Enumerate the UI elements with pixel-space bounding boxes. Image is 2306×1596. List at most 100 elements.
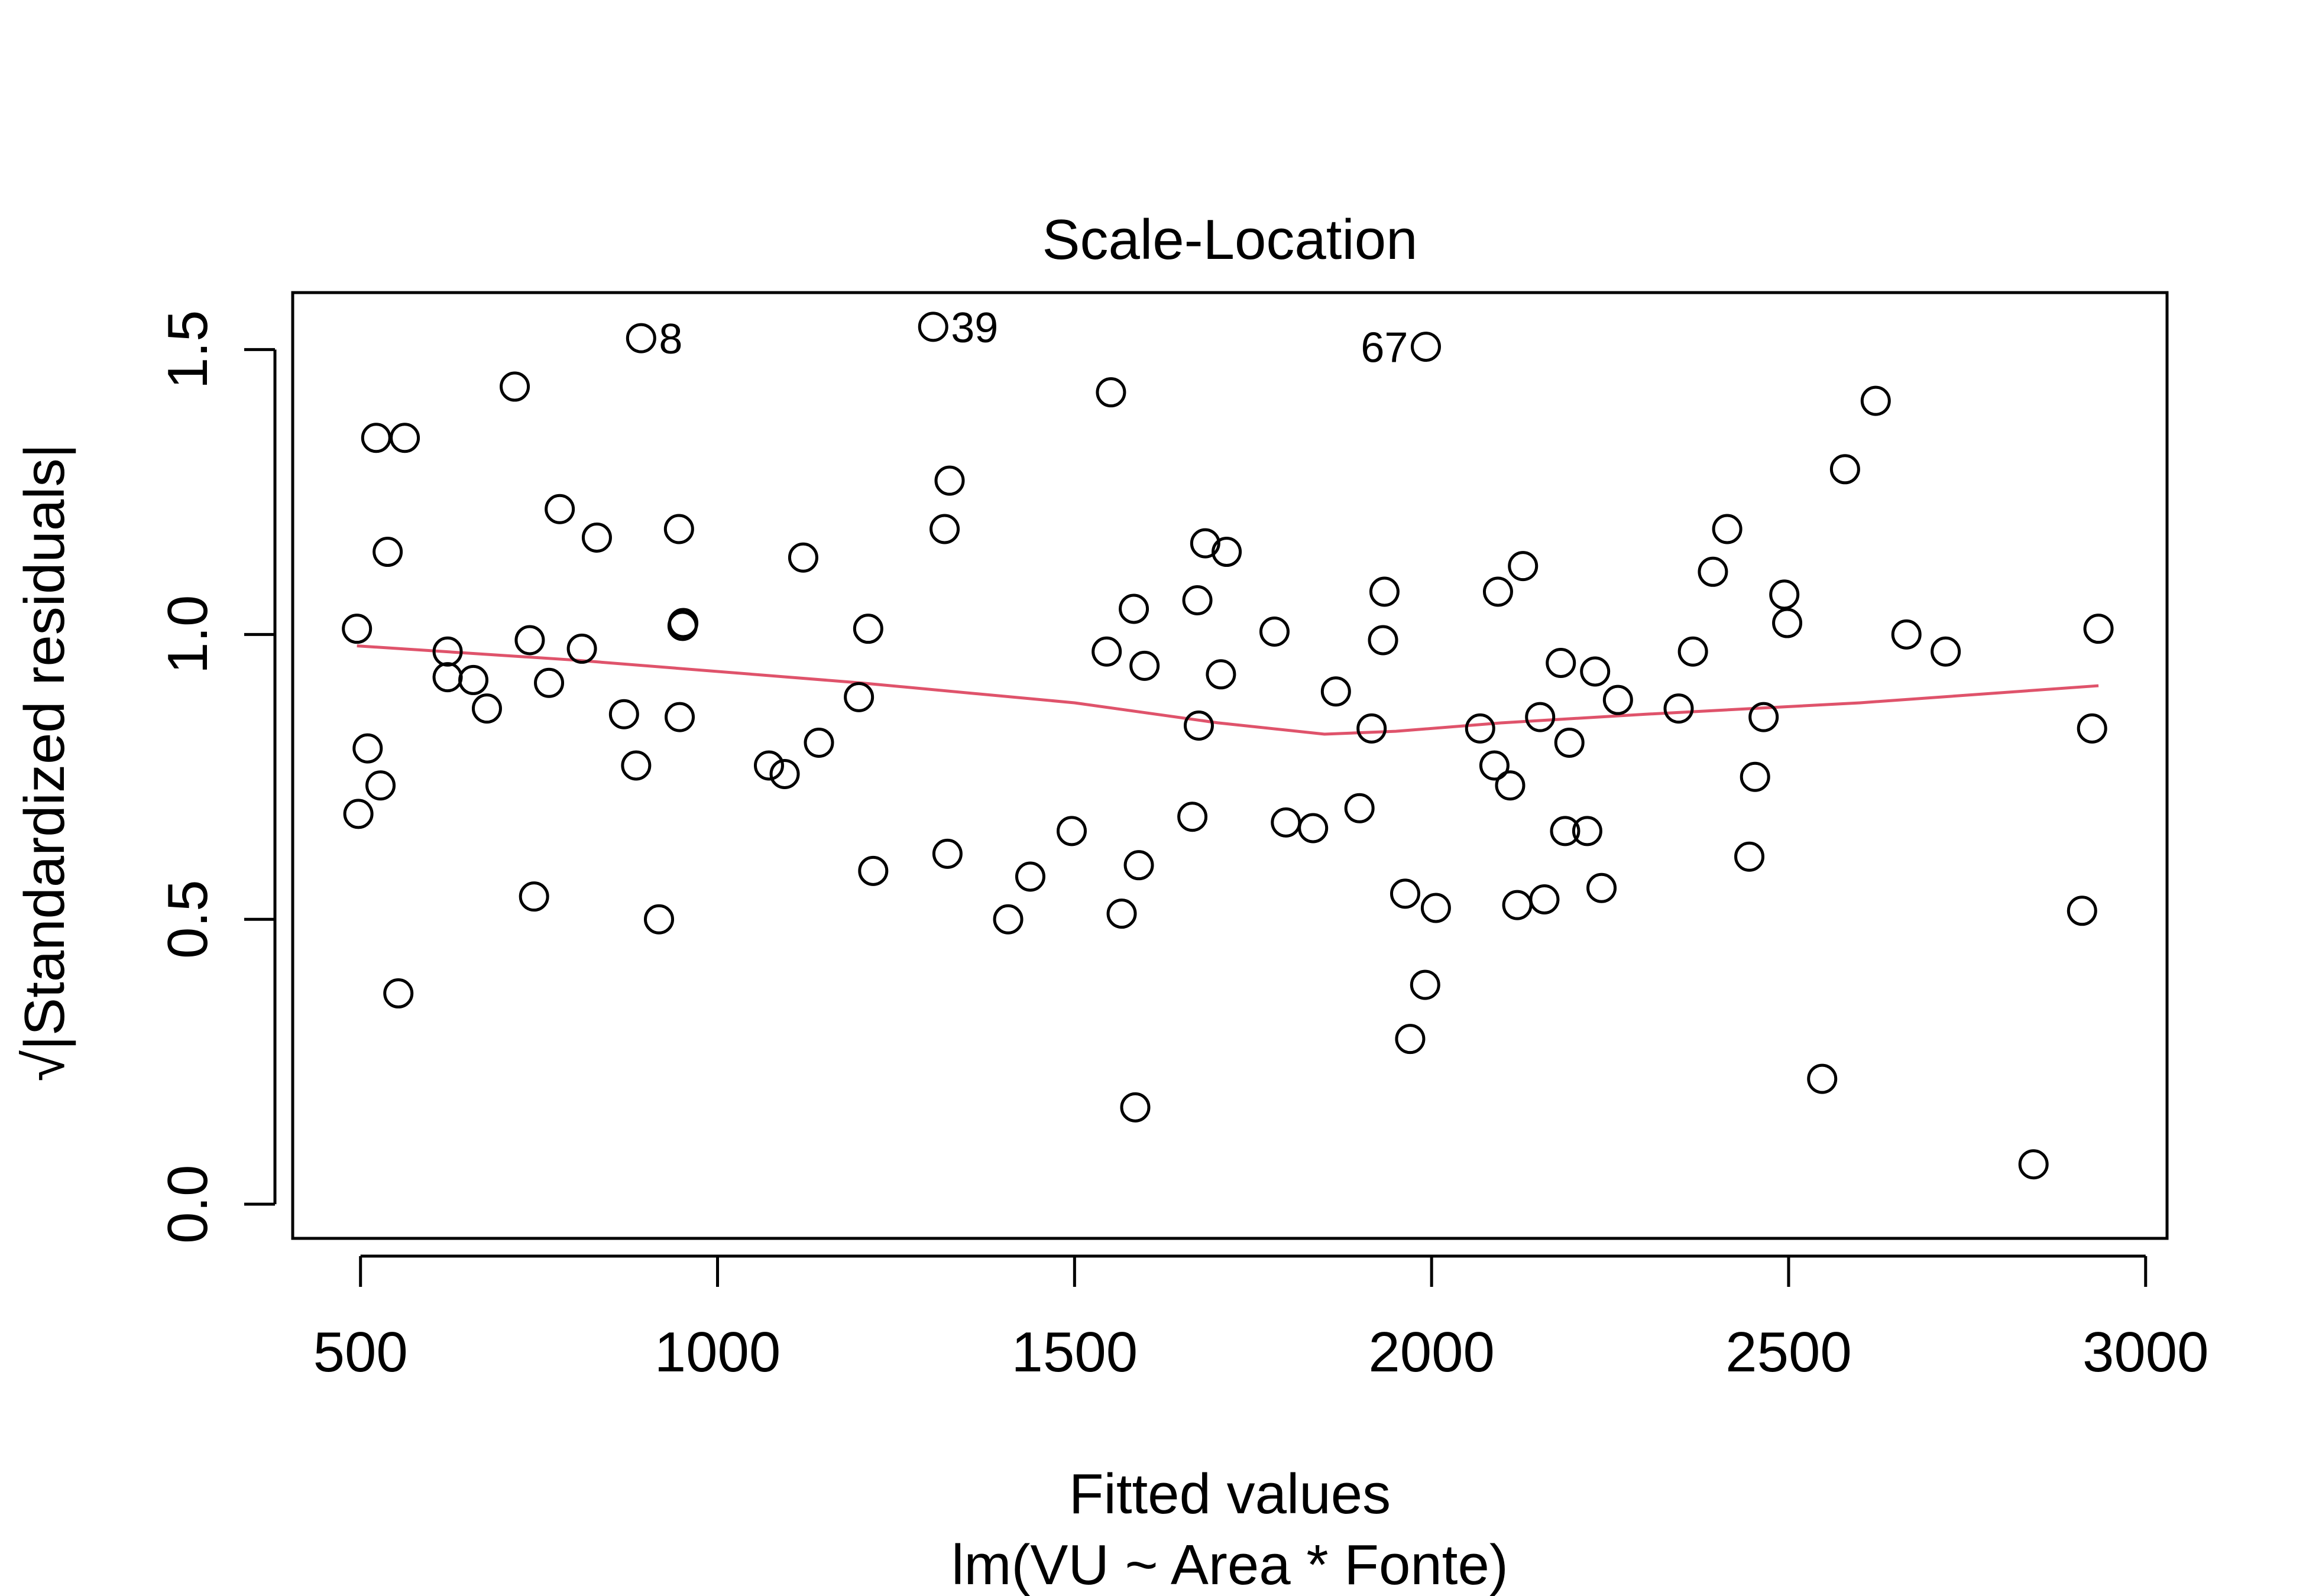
data-point	[663, 514, 694, 544]
point-label: 8	[659, 316, 682, 363]
x-tick-label: 1500	[1012, 1321, 1138, 1384]
data-point	[1096, 377, 1126, 408]
data-point	[1734, 841, 1765, 872]
data-point	[1769, 579, 1800, 610]
data-point	[1206, 659, 1236, 690]
data-point	[753, 750, 784, 781]
data-point	[432, 636, 463, 667]
data-point	[1525, 702, 1556, 732]
y-axis: 0.0 0.5 1.0 1.5	[156, 310, 277, 1244]
data-point	[1508, 551, 1539, 582]
data-point	[471, 693, 502, 724]
data-point	[1410, 332, 1441, 362]
data-point	[1120, 1092, 1151, 1123]
data-point	[1807, 1063, 1838, 1094]
data-point	[644, 904, 675, 935]
data-point	[1129, 650, 1160, 681]
data-point	[343, 799, 374, 829]
data-point	[1177, 802, 1208, 832]
data-point	[1712, 514, 1743, 544]
point-label: 39	[951, 304, 998, 352]
data-point	[1092, 636, 1122, 667]
data-point	[352, 733, 383, 764]
data-point	[1586, 872, 1617, 903]
data-point	[1369, 576, 1400, 607]
chart-subtitle: lm(VU ~ Area * Fonte)	[951, 1533, 1508, 1596]
data-point	[1772, 608, 1803, 638]
plot-frame	[291, 291, 2169, 1240]
data-point	[1395, 1024, 1426, 1055]
data-point	[1271, 807, 1301, 838]
data-point	[608, 699, 639, 729]
data-point	[534, 667, 565, 698]
data-point	[1356, 713, 1387, 744]
x-axis-label: Fitted values	[1069, 1462, 1391, 1526]
data-point	[1123, 850, 1154, 881]
x-tick-label: 2000	[1368, 1321, 1495, 1384]
data-point	[458, 664, 489, 695]
data-point	[1420, 893, 1451, 923]
y-tick-label: 1.5	[156, 310, 219, 389]
data-point	[1677, 636, 1708, 667]
data-points	[342, 312, 2114, 1180]
data-point	[1183, 711, 1214, 741]
data-point	[1106, 898, 1137, 929]
data-point	[1410, 969, 1440, 1000]
data-point	[1502, 890, 1533, 920]
data-point	[929, 514, 960, 544]
data-point	[769, 758, 800, 789]
data-point	[1495, 770, 1526, 801]
point-labels: 8 39 67	[659, 304, 1408, 372]
data-point	[1891, 619, 1922, 650]
data-point	[1479, 750, 1510, 781]
data-point	[1057, 816, 1087, 846]
data-point	[500, 371, 530, 402]
data-point	[566, 633, 597, 664]
chart-title: Scale-Location	[1042, 208, 1417, 271]
data-point	[2018, 1149, 2049, 1180]
x-tick-label: 500	[313, 1321, 408, 1384]
y-tick-label: 1.0	[156, 595, 219, 674]
data-point	[1829, 454, 1860, 485]
data-point	[1390, 878, 1420, 909]
data-point	[626, 323, 656, 353]
data-point	[1465, 713, 1495, 744]
data-point	[934, 465, 965, 496]
data-point	[373, 537, 403, 567]
data-point	[365, 770, 396, 801]
data-point	[804, 727, 834, 758]
data-point	[1698, 556, 1728, 587]
data-point	[1554, 727, 1585, 758]
data-point	[1740, 761, 1770, 792]
data-point	[844, 682, 875, 712]
data-point	[1320, 676, 1351, 707]
data-point	[1931, 636, 1961, 667]
data-point	[1580, 656, 1611, 687]
lowess-smooth-line	[357, 644, 2099, 736]
data-point	[665, 702, 695, 732]
data-point	[1663, 693, 1694, 724]
data-point	[853, 614, 883, 644]
data-point	[1482, 576, 1513, 607]
y-tick-label: 0.5	[156, 880, 219, 959]
data-point	[2083, 614, 2114, 644]
data-point	[1572, 816, 1602, 846]
data-point	[383, 978, 414, 1009]
point-label: 67	[1361, 325, 1408, 372]
data-point	[1259, 616, 1290, 647]
data-point	[1190, 528, 1220, 559]
data-point	[2077, 713, 2107, 744]
y-axis-label: √|Standardized residuals|	[13, 443, 76, 1081]
data-point	[545, 494, 575, 524]
data-point	[390, 423, 420, 453]
data-point	[519, 881, 549, 912]
x-axis: 500 1000 1500 2000 2500 3000	[313, 1254, 2209, 1384]
data-point	[918, 312, 948, 342]
data-point	[432, 662, 463, 693]
data-point	[668, 608, 699, 638]
data-point	[1212, 537, 1242, 567]
data-point	[2067, 896, 2097, 926]
data-point	[1602, 685, 1633, 715]
data-point	[1546, 648, 1576, 679]
